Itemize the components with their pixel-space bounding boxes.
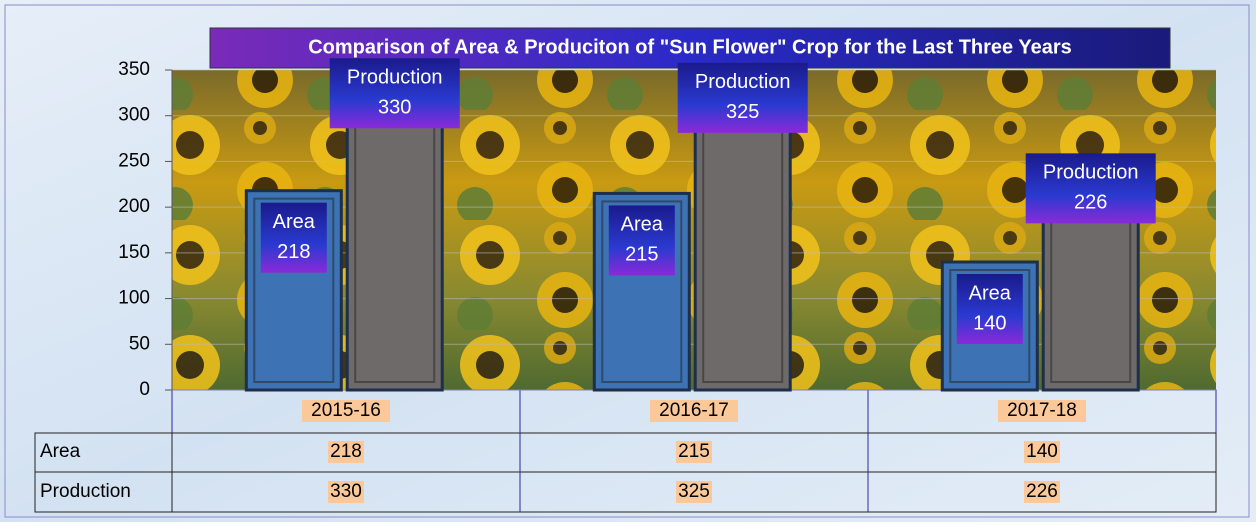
y-tick-label: 50 bbox=[129, 333, 150, 354]
data-label-name: Area bbox=[273, 211, 316, 233]
y-tick-label: 250 bbox=[118, 150, 150, 171]
data-label: 140 bbox=[973, 312, 1006, 334]
data-label-name: Area bbox=[969, 282, 1012, 304]
chart-title: Comparison of Area & Produciton of "Sun … bbox=[308, 36, 1072, 58]
bar bbox=[695, 93, 790, 390]
data-label: 215 bbox=[625, 244, 658, 266]
table-cell: 218 bbox=[330, 441, 362, 462]
data-label-name: Area bbox=[621, 214, 664, 236]
table-row-label: Production bbox=[40, 481, 131, 502]
x-tick-label: 2016-17 bbox=[659, 400, 729, 421]
table-cell: 330 bbox=[330, 481, 362, 502]
x-tick-label: 2015-16 bbox=[311, 400, 381, 421]
data-label-name: Production bbox=[347, 67, 443, 89]
table-row-label: Area bbox=[40, 441, 81, 462]
y-tick-label: 300 bbox=[118, 105, 150, 126]
table-cell: 325 bbox=[678, 481, 710, 502]
chart: Comparison of Area & Produciton of "Sun … bbox=[0, 0, 1256, 522]
x-tick-label: 2017-18 bbox=[1007, 400, 1077, 421]
table-cell: 215 bbox=[678, 441, 710, 462]
data-label: 325 bbox=[726, 101, 759, 123]
y-tick-label: 150 bbox=[118, 242, 150, 263]
data-label-name: Production bbox=[1043, 162, 1139, 184]
y-tick-label: 0 bbox=[139, 379, 150, 400]
y-tick-label: 100 bbox=[118, 288, 150, 309]
bar bbox=[347, 88, 442, 390]
data-label-name: Production bbox=[695, 71, 791, 93]
table-cell: 226 bbox=[1026, 481, 1058, 502]
data-label: 330 bbox=[378, 97, 411, 119]
data-label: 226 bbox=[1074, 192, 1107, 214]
y-tick-label: 350 bbox=[118, 59, 150, 80]
y-tick-label: 200 bbox=[118, 196, 150, 217]
data-label: 218 bbox=[277, 241, 310, 263]
table-cell: 140 bbox=[1026, 441, 1058, 462]
